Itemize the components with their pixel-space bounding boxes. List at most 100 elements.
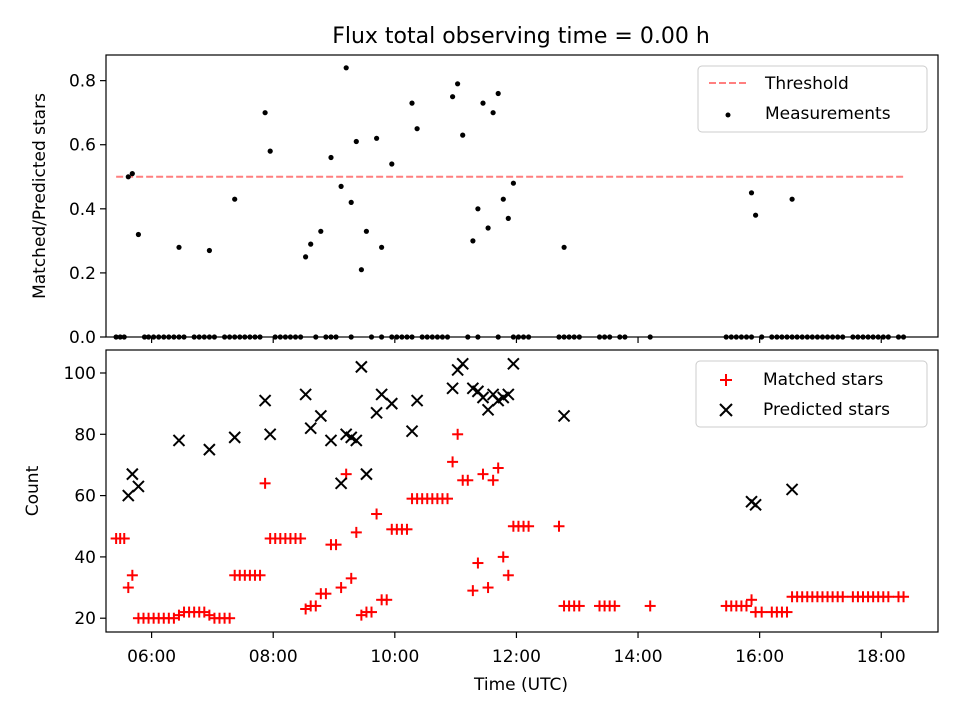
measurement-point [835, 334, 841, 340]
measurement-point [455, 81, 461, 87]
bottom-y-axis: 20 40 60 80 100 [64, 364, 106, 629]
measurement-point [743, 334, 750, 340]
measurement-point [117, 334, 123, 340]
matched-star-point [335, 582, 347, 594]
measurement-point [561, 244, 567, 250]
measurement-point [571, 334, 577, 340]
measurement-point [303, 254, 309, 260]
matched-star-point [254, 569, 266, 581]
matched-star-point [118, 533, 130, 545]
measurement-point [500, 196, 506, 202]
matched-star-point [472, 557, 484, 569]
measurement-point [784, 334, 790, 340]
measurement-point [566, 334, 572, 340]
measurement-point [870, 334, 876, 340]
measurement-point [146, 334, 152, 340]
matched-star-point [492, 462, 504, 474]
predicted-star-point [299, 388, 312, 401]
measurement-point [166, 334, 172, 340]
measurement-point [363, 228, 369, 234]
measurement-point [232, 334, 238, 340]
matched-star-point [837, 591, 849, 603]
x-tick-label: 14:00 [614, 647, 663, 667]
measurement-point [804, 334, 810, 340]
measurement-point [171, 334, 177, 340]
measurement-point [510, 334, 516, 340]
matched-star-point [746, 594, 758, 606]
measurement-point [206, 334, 212, 340]
matched-star-point [756, 606, 768, 618]
measurement-point [358, 267, 364, 273]
measurement-point [318, 228, 324, 234]
measurement-point [409, 334, 415, 340]
predicted-star-point [263, 428, 277, 441]
measurement-point [389, 334, 395, 340]
measurement-point [211, 334, 217, 340]
measurement-point [794, 334, 800, 340]
measurement-point [789, 334, 795, 340]
measurement-point [156, 334, 162, 340]
measurement-point [495, 334, 501, 340]
bottom-y-axis-label: Count [23, 465, 43, 516]
measurement-point [434, 334, 440, 340]
bottom-panel: 20 40 60 80 100 06:00 08:00 10:00 12:00 14:00 16:… [23, 349, 939, 695]
measurement-point [769, 334, 775, 340]
measurement-point [723, 334, 729, 340]
predicted-star-point [132, 480, 145, 493]
measurement-point [227, 334, 233, 340]
matched-star-point [497, 551, 509, 563]
measurement-point [353, 138, 359, 145]
measurement-point [556, 334, 562, 340]
measurement-point [333, 334, 339, 340]
matched-star-point [740, 600, 752, 612]
measurement-point [328, 154, 334, 161]
measurement-point [875, 334, 881, 340]
measurement-point [510, 180, 516, 186]
top-y-tick-label: 0.4 [69, 200, 96, 220]
measurement-point [247, 334, 253, 340]
top-y-axis-label: Matched/Predicted stars [30, 93, 50, 299]
matched-star-point [366, 606, 378, 618]
measurement-point [277, 334, 283, 340]
bottom-legend-predicted-swatch [719, 403, 733, 417]
bottom-legend-matched-label: Matched stars [763, 370, 883, 390]
predicted-star-point [507, 357, 520, 371]
top-data-layer [113, 65, 907, 340]
measurement-point [885, 334, 891, 340]
top-y-tick-label: 0.0 [69, 328, 96, 348]
measurement-point [343, 65, 349, 71]
measurement-point [282, 334, 288, 340]
measurement-point [465, 334, 471, 340]
measurement-point [444, 334, 451, 340]
measurement-point [287, 334, 293, 340]
matched-star-point [573, 600, 585, 612]
measurement-point [475, 206, 481, 212]
measurement-point [328, 334, 334, 340]
measurement-point [840, 334, 846, 340]
matched-star-point [462, 474, 474, 486]
matched-star-point [126, 569, 138, 581]
matched-star-point [644, 600, 656, 612]
matched-star-point [452, 428, 464, 440]
top-legend: Threshold Measurements [697, 65, 928, 133]
measurement-point [439, 334, 445, 340]
predicted-star-point [258, 394, 272, 407]
measurement-point [374, 135, 380, 141]
measurement-point [292, 334, 299, 340]
bottom-plot-area [105, 349, 939, 633]
matched-star-point [882, 591, 894, 603]
predicted-star-point [557, 409, 571, 423]
matched-star-point [523, 520, 535, 532]
bottom-y-tick-label: 20 [74, 609, 96, 629]
predicted-star-point [456, 357, 469, 371]
predicted-star-point [203, 443, 216, 456]
top-legend-measurements-label: Measurements [765, 104, 891, 124]
measurement-point [399, 334, 405, 340]
measurement-point [480, 100, 486, 106]
measurement-point [242, 334, 248, 340]
measurement-point [348, 199, 354, 205]
x-tick-label: 12:00 [492, 647, 541, 667]
bottom-legend-predicted-label: Predicted stars [763, 400, 890, 420]
measurement-point [113, 334, 119, 340]
